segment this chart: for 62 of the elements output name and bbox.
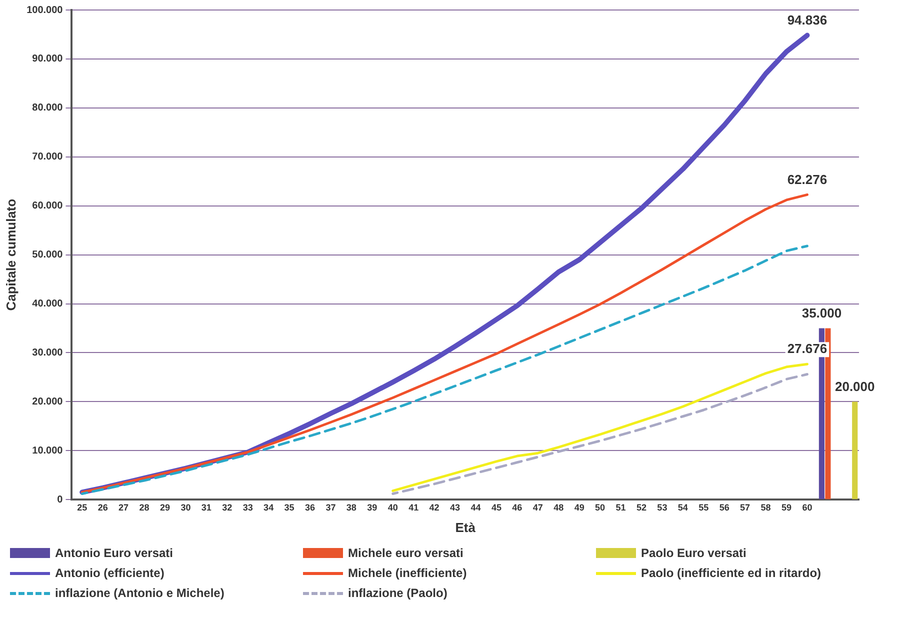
legend-label: Antonio Euro versati	[55, 546, 174, 560]
x-tick-label: 30	[180, 502, 191, 512]
y-axis-title: Capitale cumulato	[3, 198, 18, 311]
x-tick-label: 45	[491, 502, 502, 512]
x-tick-label: 25	[77, 502, 88, 512]
x-tick-label: 39	[367, 502, 378, 512]
x-tick-label: 52	[636, 502, 646, 512]
x-tick-label: 58	[760, 502, 771, 512]
y-tick-label: 60.000	[32, 200, 64, 212]
x-tick-label: 49	[574, 502, 584, 512]
x-axis-title: Età	[455, 520, 476, 535]
x-tick-label: 60	[802, 502, 812, 512]
y-tick-label: 50.000	[32, 250, 64, 261]
x-tick-label: 55	[698, 502, 709, 512]
y-tick-label: 20.000	[32, 396, 64, 408]
x-tick-label: 56	[719, 502, 730, 512]
y-tick-label: 10.000	[32, 445, 64, 456]
x-tick-label: 40	[388, 502, 398, 512]
data-label: 27.676	[787, 341, 828, 356]
data-label: 94.836	[787, 12, 828, 28]
legend-label: Paolo (inefficiente ed in ritardo)	[641, 566, 822, 580]
x-tick-label: 44	[470, 502, 481, 512]
x-tick-label: 31	[201, 502, 212, 512]
y-tick-label: 80.000	[32, 102, 64, 114]
y-tick-label: 30.000	[32, 347, 64, 358]
legend-label: Paolo Euro versati	[641, 546, 746, 560]
x-tick-label: 27	[118, 502, 129, 512]
x-tick-label: 35	[284, 502, 294, 512]
x-tick-label: 34	[264, 502, 274, 512]
x-tick-label: 43	[450, 502, 460, 512]
x-tick-label: 32	[222, 502, 232, 512]
x-tick-label: 38	[346, 502, 356, 512]
x-tick-label: 50	[595, 502, 606, 512]
y-tick-label: 70.000	[32, 152, 64, 163]
legend-label: Michele (inefficiente)	[348, 566, 467, 580]
x-tick-label: 46	[512, 502, 522, 512]
x-tick-label: 59	[781, 502, 792, 512]
x-tick-label: 26	[98, 502, 108, 512]
x-tick-label: 48	[554, 502, 564, 512]
x-tick-label: 28	[139, 502, 150, 512]
x-tick-label: 33	[242, 502, 253, 512]
data-label: 35.000	[802, 305, 842, 320]
x-tick-label: 41	[408, 502, 419, 512]
legend-label: Antonio (efficiente)	[55, 566, 164, 580]
x-tick-label: 57	[740, 502, 750, 512]
y-tick-label: 100.000	[26, 4, 64, 16]
y-tick-label: 40.000	[32, 298, 64, 310]
data-label: 20.000	[834, 378, 875, 394]
x-tick-label: 42	[429, 502, 440, 512]
legend-label: Michele euro versati	[348, 546, 464, 560]
x-tick-label: 51	[616, 502, 626, 512]
x-tick-label: 29	[160, 502, 170, 512]
y-tick-label: 0	[57, 494, 64, 506]
legend-label: inflazione (Paolo)	[348, 586, 448, 600]
y-tick-label: 90.000	[32, 54, 64, 65]
x-tick-label: 47	[532, 502, 543, 512]
x-tick-label: 54	[678, 502, 688, 512]
legend-label: inflazione (Antonio e Michele)	[55, 586, 224, 600]
x-tick-label: 36	[304, 502, 316, 512]
x-tick-label: 53	[657, 502, 668, 512]
x-tick-label: 37	[326, 502, 336, 512]
data-label: 62.276	[787, 172, 828, 187]
